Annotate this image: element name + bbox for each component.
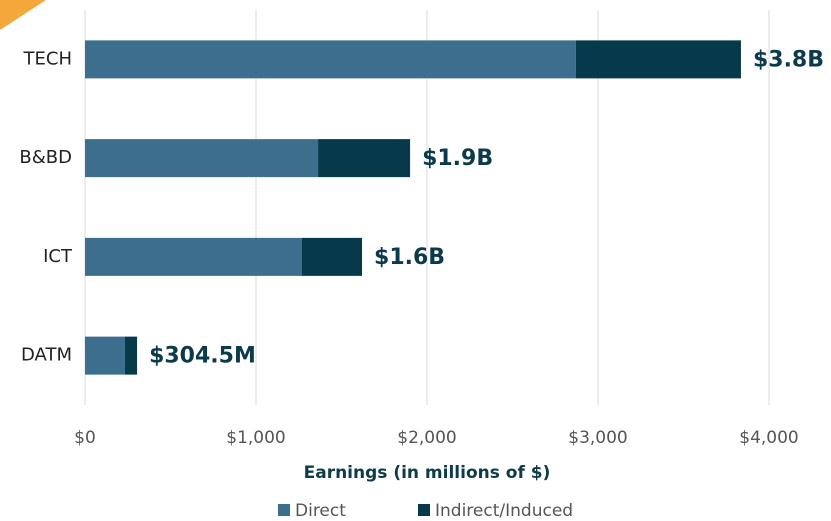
y-tick-label: ICT <box>43 246 73 267</box>
legend-swatch <box>418 504 430 516</box>
bar-segment <box>85 336 126 375</box>
corner-decoration <box>0 0 46 30</box>
x-tick-label: $4,000 <box>739 428 798 448</box>
x-tick-label: $3,000 <box>568 428 627 448</box>
x-tick-label: $1,000 <box>226 428 285 448</box>
bar-segment <box>85 237 302 276</box>
bar-segment <box>575 40 741 79</box>
total-label: $3.8B <box>753 47 824 72</box>
legend-label: Indirect/Induced <box>435 501 573 521</box>
y-tick-label: DATM <box>21 345 72 366</box>
x-tick-label: $2,000 <box>397 428 456 448</box>
total-label: $1.6B <box>374 245 445 270</box>
x-tick-label: $0 <box>74 428 96 448</box>
bar-segment <box>318 139 411 178</box>
bar-segment <box>85 40 576 79</box>
legend-swatch <box>278 504 290 516</box>
legend-label: Direct <box>295 501 346 521</box>
x-axis-title: Earnings (in millions of $) <box>304 463 551 483</box>
y-tick-label: TECH <box>23 48 72 69</box>
bar-segment <box>125 336 138 375</box>
y-tick-label: B&BD <box>19 147 72 168</box>
total-label: $304.5M <box>149 344 256 369</box>
total-label: $1.9B <box>422 146 493 171</box>
bar-segment <box>85 139 319 178</box>
bar-segment <box>301 237 363 276</box>
